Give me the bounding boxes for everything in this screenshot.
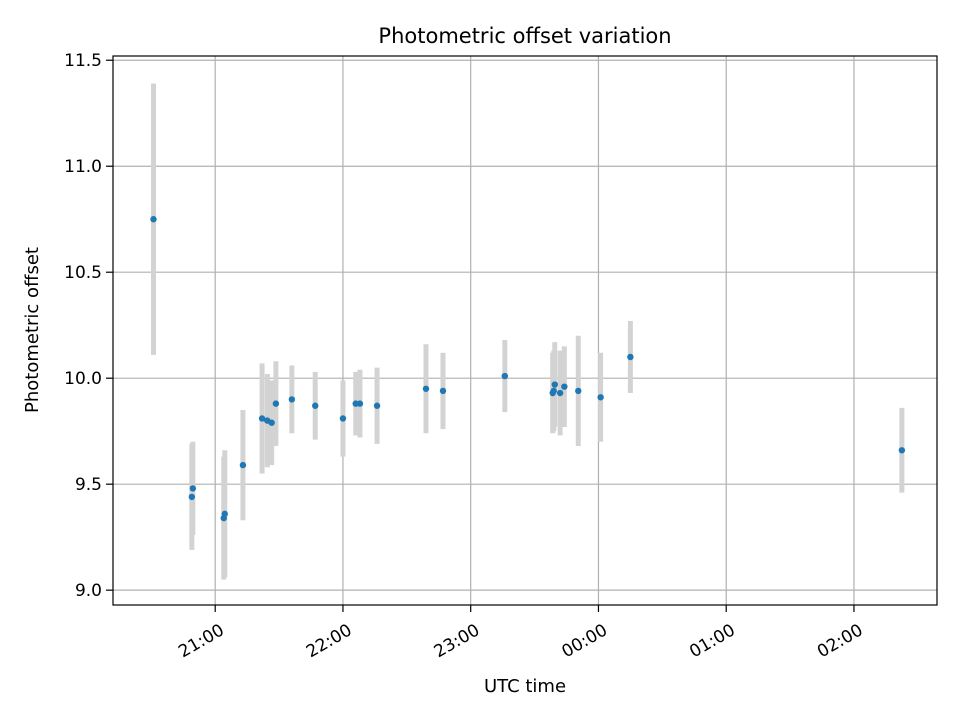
data-point (899, 447, 905, 453)
data-point (312, 403, 318, 409)
data-point (440, 388, 446, 394)
data-point (240, 462, 246, 468)
data-point (557, 390, 563, 396)
y-tick-label: 10.0 (64, 369, 102, 389)
plot-area (113, 56, 937, 605)
data-point (273, 400, 279, 406)
y-tick-label: 11.5 (64, 51, 102, 71)
data-point (340, 415, 346, 421)
y-tick-label: 9.0 (75, 581, 102, 601)
data-point (374, 403, 380, 409)
data-point (189, 494, 195, 500)
data-point (597, 394, 603, 400)
data-point (150, 216, 156, 222)
data-point (268, 420, 274, 426)
y-tick-label: 10.5 (64, 263, 102, 283)
data-point (627, 354, 633, 360)
data-point (502, 373, 508, 379)
data-point (423, 386, 429, 392)
data-point (561, 383, 567, 389)
data-point (575, 388, 581, 394)
data-point (552, 381, 558, 387)
y-tick-label: 9.5 (75, 475, 102, 495)
y-tick-label: 11.0 (64, 157, 102, 177)
y-axis-label: Photometric offset (22, 247, 43, 413)
x-axis-label: UTC time (484, 676, 566, 697)
chart-canvas: 21:00 22:00 23:00 00:00 01:00 02:00 9.09.510.… (0, 0, 960, 720)
data-point (289, 396, 295, 402)
data-point (222, 511, 228, 517)
chart-title: Photometric offset variation (378, 24, 671, 48)
data-point (190, 485, 196, 491)
data-point (357, 400, 363, 406)
data-point (551, 388, 557, 394)
